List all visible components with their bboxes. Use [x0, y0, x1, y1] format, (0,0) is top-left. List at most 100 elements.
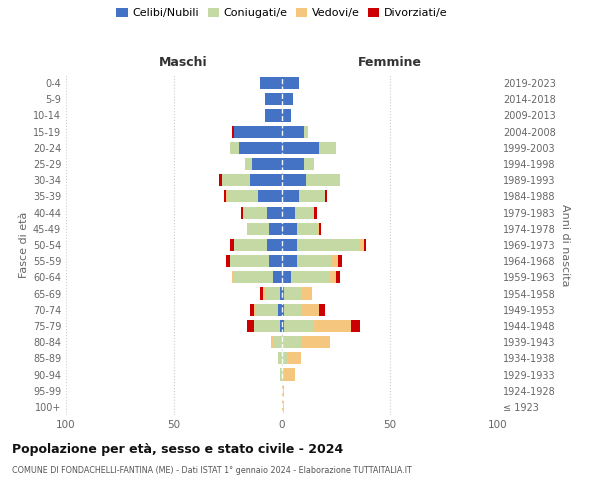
- Bar: [282, 142, 319, 154]
- Y-axis label: Anni di nascita: Anni di nascita: [560, 204, 570, 286]
- Text: Femmine: Femmine: [358, 56, 422, 69]
- Bar: [265, 288, 280, 300]
- Bar: [282, 206, 295, 218]
- Bar: [336, 272, 340, 283]
- Bar: [265, 93, 282, 106]
- Legend: Celibi/Nubili, Coniugati/e, Vedovi/e, Divorziati/e: Celibi/Nubili, Coniugati/e, Vedovi/e, Di…: [114, 6, 450, 20]
- Bar: [247, 320, 254, 332]
- Bar: [284, 368, 295, 380]
- Bar: [282, 336, 301, 348]
- Bar: [329, 272, 336, 283]
- Bar: [306, 174, 340, 186]
- Bar: [282, 77, 299, 89]
- Bar: [319, 304, 325, 316]
- Bar: [250, 304, 254, 316]
- Bar: [284, 320, 314, 332]
- Bar: [232, 126, 235, 138]
- Bar: [235, 239, 267, 251]
- Bar: [265, 110, 282, 122]
- Bar: [245, 158, 252, 170]
- Bar: [295, 206, 314, 218]
- Bar: [282, 288, 284, 300]
- Bar: [271, 336, 274, 348]
- Bar: [230, 255, 269, 268]
- Text: Popolazione per età, sesso e stato civile - 2024: Popolazione per età, sesso e stato civil…: [12, 442, 343, 456]
- Bar: [254, 320, 280, 332]
- Text: COMUNE DI FONDACHELLI-FANTINA (ME) - Dati ISTAT 1° gennaio 2024 - Elaborazione T: COMUNE DI FONDACHELLI-FANTINA (ME) - Dat…: [12, 466, 412, 475]
- Bar: [282, 352, 289, 364]
- Bar: [282, 368, 284, 380]
- Bar: [274, 336, 282, 348]
- Bar: [284, 304, 301, 316]
- Bar: [282, 401, 284, 413]
- Bar: [226, 255, 230, 268]
- Bar: [241, 206, 243, 218]
- Bar: [250, 174, 282, 186]
- Bar: [338, 255, 343, 268]
- Bar: [232, 272, 235, 283]
- Bar: [235, 272, 274, 283]
- Y-axis label: Fasce di età: Fasce di età: [19, 212, 29, 278]
- Bar: [224, 190, 226, 202]
- Bar: [282, 110, 290, 122]
- Bar: [282, 239, 297, 251]
- Bar: [228, 190, 258, 202]
- Bar: [282, 255, 297, 268]
- Text: Maschi: Maschi: [158, 56, 208, 69]
- Bar: [282, 272, 290, 283]
- Bar: [301, 304, 319, 316]
- Bar: [235, 126, 282, 138]
- Bar: [282, 222, 297, 235]
- Bar: [220, 174, 221, 186]
- Bar: [230, 142, 239, 154]
- Bar: [297, 255, 332, 268]
- Bar: [260, 77, 282, 89]
- Bar: [301, 336, 329, 348]
- Bar: [267, 206, 282, 218]
- Bar: [351, 320, 360, 332]
- Bar: [284, 288, 301, 300]
- Bar: [269, 222, 282, 235]
- Bar: [226, 190, 228, 202]
- Bar: [258, 190, 282, 202]
- Bar: [280, 368, 282, 380]
- Bar: [282, 320, 284, 332]
- Bar: [282, 304, 284, 316]
- Bar: [252, 158, 282, 170]
- Bar: [282, 93, 293, 106]
- Bar: [260, 288, 263, 300]
- Bar: [314, 320, 351, 332]
- Bar: [314, 206, 317, 218]
- Bar: [221, 174, 250, 186]
- Bar: [325, 190, 328, 202]
- Bar: [239, 142, 282, 154]
- Bar: [282, 158, 304, 170]
- Bar: [317, 222, 319, 235]
- Bar: [297, 239, 360, 251]
- Bar: [297, 222, 317, 235]
- Bar: [289, 352, 301, 364]
- Bar: [319, 222, 321, 235]
- Bar: [230, 239, 235, 251]
- Bar: [278, 352, 282, 364]
- Bar: [319, 142, 336, 154]
- Bar: [282, 384, 284, 397]
- Bar: [243, 206, 267, 218]
- Bar: [364, 239, 366, 251]
- Bar: [360, 239, 364, 251]
- Bar: [280, 288, 282, 300]
- Bar: [290, 272, 329, 283]
- Bar: [332, 255, 338, 268]
- Bar: [254, 304, 256, 316]
- Bar: [299, 190, 325, 202]
- Bar: [282, 174, 306, 186]
- Bar: [304, 158, 314, 170]
- Bar: [278, 304, 282, 316]
- Bar: [269, 255, 282, 268]
- Bar: [280, 320, 282, 332]
- Bar: [263, 288, 265, 300]
- Bar: [247, 222, 269, 235]
- Bar: [274, 272, 282, 283]
- Bar: [267, 239, 282, 251]
- Bar: [301, 288, 312, 300]
